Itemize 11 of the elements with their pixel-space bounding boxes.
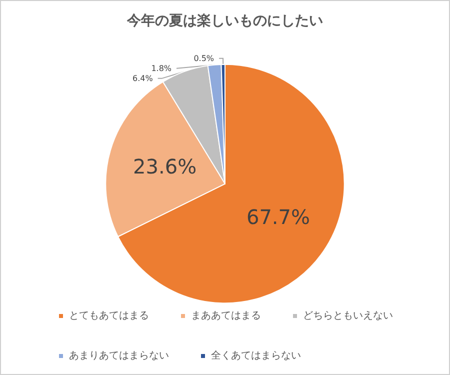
data-label: 67.7% (246, 204, 310, 229)
legend-label: まああてはまる (191, 310, 261, 322)
data-label: 23.6% (133, 154, 197, 178)
data-label: 6.4% (132, 74, 154, 83)
legend-label: どちらともいえない (303, 310, 393, 322)
data-label: 0.5% (194, 54, 214, 63)
chart-title: 今年の夏は楽しいものにしたい (126, 13, 323, 29)
legend-label: あまりあてはまらない (69, 350, 169, 362)
legend-label: 全くあてはまらない (211, 350, 301, 362)
legend-label: とてもあてはまる (69, 310, 149, 322)
data-label: 1.8% (151, 64, 172, 73)
